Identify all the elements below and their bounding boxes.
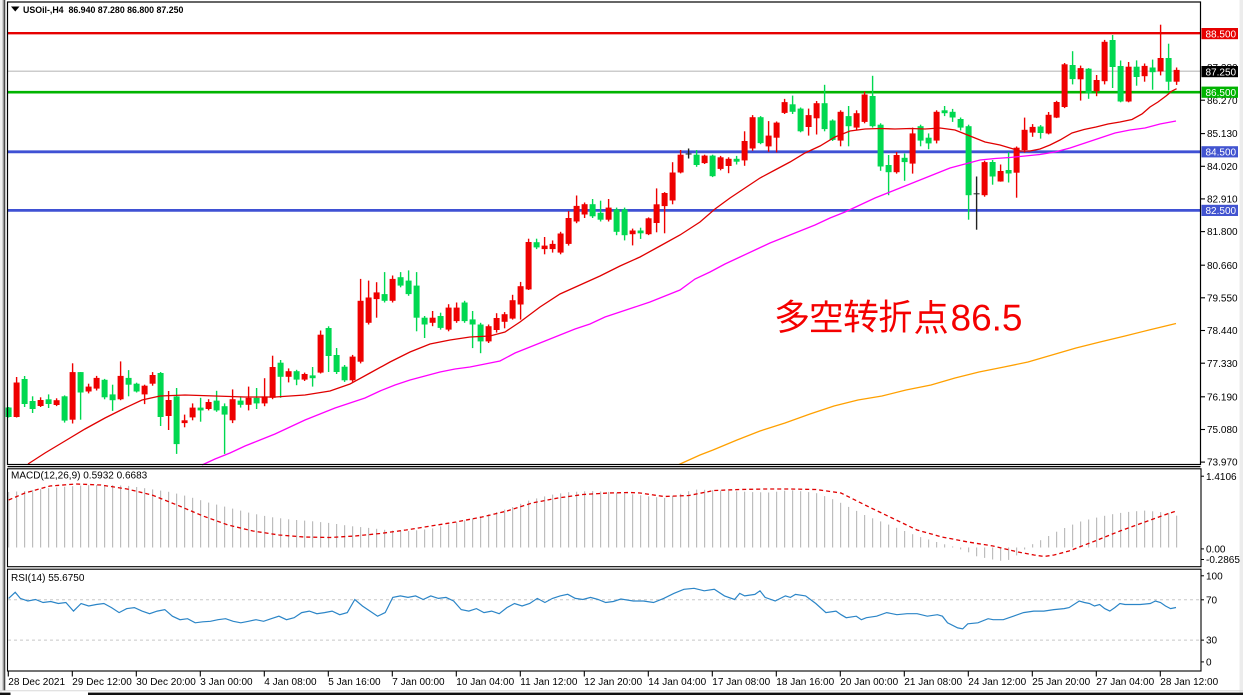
svg-text:24 Jan 12:00: 24 Jan 12:00: [968, 677, 1026, 688]
svg-text:75.080: 75.080: [1207, 425, 1238, 436]
svg-text:17 Jan 08:00: 17 Jan 08:00: [712, 677, 770, 688]
svg-text:RSI(14) 55.6750: RSI(14) 55.6750: [11, 573, 85, 584]
svg-text:86.5: 86.5: [951, 298, 1023, 339]
svg-text:21 Jan 08:00: 21 Jan 08:00: [904, 677, 962, 688]
svg-text:79.550: 79.550: [1207, 293, 1238, 304]
svg-text:30: 30: [1206, 636, 1218, 647]
svg-text:87.250: 87.250: [1206, 67, 1237, 78]
svg-text:28 Jan 12:00: 28 Jan 12:00: [1160, 677, 1218, 688]
svg-text:11 Jan 12:00: 11 Jan 12:00: [520, 677, 578, 688]
svg-text:27 Jan 04:00: 27 Jan 04:00: [1096, 677, 1154, 688]
svg-text:82.500: 82.500: [1206, 206, 1237, 217]
svg-text:0.00: 0.00: [1206, 545, 1226, 556]
svg-text:78.440: 78.440: [1207, 326, 1238, 337]
svg-text:20 Jan 00:00: 20 Jan 00:00: [840, 677, 898, 688]
svg-text:82.910: 82.910: [1207, 195, 1238, 206]
svg-text:100: 100: [1206, 571, 1223, 582]
svg-text:18 Jan 16:00: 18 Jan 16:00: [776, 677, 834, 688]
svg-text:14 Jan 04:00: 14 Jan 04:00: [648, 677, 706, 688]
svg-text:-0.2865: -0.2865: [1206, 555, 1240, 566]
svg-text:10 Jan 04:00: 10 Jan 04:00: [456, 677, 514, 688]
svg-text:85.130: 85.130: [1207, 129, 1238, 140]
svg-text:86.270: 86.270: [1207, 96, 1238, 107]
svg-text:0: 0: [1206, 658, 1212, 669]
svg-text:25 Jan 20:00: 25 Jan 20:00: [1032, 677, 1090, 688]
svg-text:86.500: 86.500: [1206, 88, 1237, 99]
svg-text:30 Dec 20:00: 30 Dec 20:00: [136, 677, 196, 688]
svg-text:88.500: 88.500: [1206, 29, 1237, 40]
svg-text:28 Dec 2021: 28 Dec 2021: [8, 677, 65, 688]
svg-text:USOil-,H4 86.940 87.280 86.80: USOil-,H4 86.940 87.280 86.800 87.250: [23, 5, 184, 15]
svg-text:77.330: 77.330: [1207, 359, 1238, 370]
svg-text:MACD(12,26,9) 0.5932 0.6683: MACD(12,26,9) 0.5932 0.6683: [11, 471, 148, 482]
svg-text:12 Jan 20:00: 12 Jan 20:00: [584, 677, 642, 688]
svg-text:29 Dec 12:00: 29 Dec 12:00: [72, 677, 132, 688]
svg-text:4 Jan 08:00: 4 Jan 08:00: [264, 677, 317, 688]
svg-text:81.800: 81.800: [1207, 227, 1238, 238]
svg-text:84.020: 84.020: [1207, 162, 1238, 173]
svg-text:5 Jan 16:00: 5 Jan 16:00: [328, 677, 381, 688]
svg-text:84.500: 84.500: [1206, 148, 1237, 159]
svg-text:3 Jan 00:00: 3 Jan 00:00: [200, 677, 253, 688]
svg-text:80.660: 80.660: [1207, 261, 1238, 272]
svg-text:76.190: 76.190: [1207, 392, 1238, 403]
svg-text:7 Jan 00:00: 7 Jan 00:00: [392, 677, 445, 688]
svg-text:70: 70: [1206, 595, 1218, 606]
svg-text:73.970: 73.970: [1207, 458, 1238, 469]
svg-text:1.4106: 1.4106: [1206, 472, 1237, 483]
